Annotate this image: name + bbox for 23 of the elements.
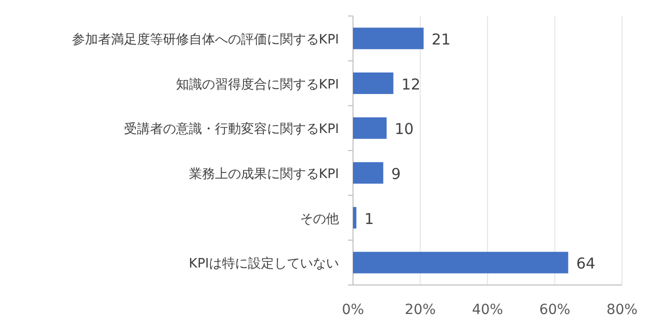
y-tick-label: 業務上の成果に関するKPI: [188, 166, 339, 182]
bar: [353, 252, 568, 274]
y-tick-label: KPIは特に設定していない: [188, 256, 339, 272]
data-label: 12: [401, 75, 420, 94]
data-label: 10: [394, 120, 414, 138]
data-label: 64: [576, 254, 596, 273]
data-label: 21: [432, 30, 451, 48]
bar: [353, 117, 387, 139]
data-label: 9: [391, 164, 401, 183]
x-tick-label: 80%: [606, 302, 638, 318]
y-tick-label: 知識の習得度合に関するKPI: [176, 76, 339, 92]
bar: [353, 206, 356, 229]
x-tick-label: 40%: [472, 302, 504, 318]
x-tick-label: 20%: [404, 302, 436, 318]
y-tick-label: その他: [300, 212, 339, 227]
bar: [353, 162, 384, 184]
y-tick-label: 参加者満足度等研修自体への評価に関するKPI: [72, 31, 339, 48]
bar: [353, 72, 394, 94]
x-tick-label: 60%: [539, 302, 570, 318]
bar: [353, 28, 424, 50]
x-tick-label: 0%: [342, 302, 364, 318]
y-tick-label: 受講者の意識・行動変容に関するKPI: [124, 121, 339, 138]
data-label: 1: [364, 210, 374, 228]
